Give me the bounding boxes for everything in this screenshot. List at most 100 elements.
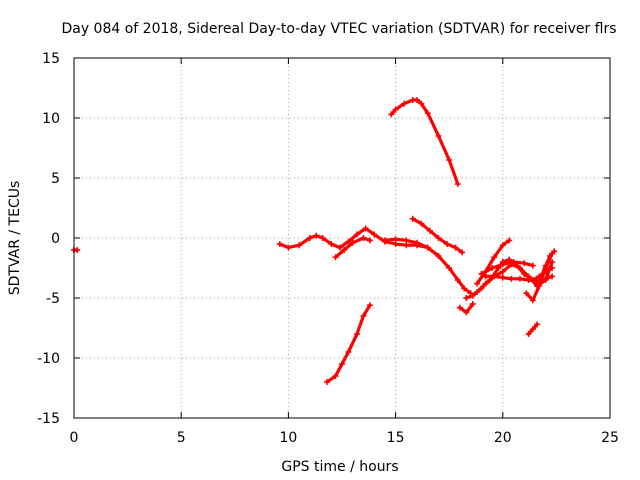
data-point (546, 253, 553, 259)
x-tick-label: 15 (387, 430, 405, 446)
data-series-trace-f (323, 302, 373, 385)
data-point (345, 349, 352, 355)
data-series-trace-k (478, 259, 536, 277)
data-point (328, 241, 335, 247)
series-trace (383, 237, 473, 295)
data-point (444, 241, 451, 247)
data-point (332, 254, 339, 261)
y-tick-label: -15 (37, 411, 60, 427)
data-point (482, 273, 489, 280)
data-point (459, 249, 466, 256)
x-tick-label: 0 (70, 430, 79, 446)
data-point (332, 373, 339, 379)
data-point (414, 239, 421, 246)
data-point (354, 331, 361, 337)
data-series-trace-o (456, 301, 476, 316)
x-tick-label: 25 (601, 430, 619, 446)
x-axis-label: GPS time / hours (281, 459, 398, 475)
data-point (542, 275, 549, 282)
y-tick-label: 0 (51, 231, 60, 247)
data-point (525, 277, 532, 283)
data-point (463, 295, 470, 301)
data-point (409, 215, 416, 222)
y-axis-label: SDTVAR / TECUs (7, 181, 23, 296)
data-point (360, 313, 367, 319)
y-tick-label: -10 (37, 351, 60, 367)
data-point (296, 242, 303, 249)
data-point (474, 280, 481, 287)
data-point (371, 231, 378, 238)
data-series-trace-n (534, 248, 558, 289)
data-point (521, 260, 528, 267)
data-layer (71, 97, 558, 385)
data-point (435, 133, 442, 139)
data-series-trace-c (381, 236, 474, 297)
data-point (529, 297, 536, 304)
data-point (349, 239, 356, 246)
data-point (499, 242, 506, 249)
data-point (74, 247, 81, 253)
data-point (435, 253, 442, 259)
data-point (454, 181, 461, 187)
data-point (403, 237, 410, 244)
data-point (366, 237, 373, 244)
data-point (446, 157, 453, 163)
data-point (538, 273, 545, 280)
data-point (285, 244, 292, 251)
data-point (491, 254, 498, 261)
x-tick-label: 20 (494, 430, 512, 446)
data-point (508, 275, 515, 282)
data-point (491, 273, 498, 280)
data-point (499, 261, 506, 268)
data-point (461, 285, 468, 292)
data-point (381, 237, 388, 244)
data-point (388, 111, 395, 118)
x-tick-label: 5 (177, 430, 186, 446)
data-series-trace-g (409, 215, 466, 256)
data-point (506, 237, 513, 244)
data-point (401, 100, 408, 107)
data-point (339, 361, 345, 367)
y-tick-label: 10 (42, 111, 60, 127)
data-point (323, 379, 330, 385)
data-point (426, 227, 433, 234)
data-point (336, 244, 343, 251)
x-tick-label: 10 (279, 430, 297, 446)
data-point (529, 262, 536, 269)
data-point (392, 106, 399, 113)
data-point (549, 273, 556, 280)
data-point (542, 262, 549, 269)
data-point (362, 225, 369, 232)
data-point (482, 280, 489, 287)
data-point (345, 238, 352, 245)
data-point (424, 110, 431, 117)
series-trace (389, 98, 460, 186)
data-point (354, 231, 361, 238)
data-point (469, 292, 476, 299)
data-point (474, 289, 481, 295)
data-point (392, 236, 399, 243)
data-point (523, 290, 530, 297)
y-tick-label: 15 (42, 51, 60, 67)
data-point (418, 220, 425, 227)
data-point (499, 274, 506, 281)
data-point (489, 265, 496, 271)
data-point (276, 241, 283, 247)
data-point (414, 97, 421, 103)
data-point (525, 331, 532, 337)
data-point (534, 283, 541, 289)
data-point (529, 326, 536, 333)
data-point (469, 301, 476, 307)
data-point (516, 275, 523, 282)
data-point (452, 244, 459, 251)
data-point (360, 235, 367, 241)
data-point (341, 247, 348, 253)
data-point (446, 265, 453, 271)
data-point (478, 271, 485, 277)
data-point (313, 232, 320, 239)
data-point (499, 268, 506, 275)
y-tick-label: -5 (46, 291, 60, 307)
data-series-trace-e (388, 97, 461, 187)
